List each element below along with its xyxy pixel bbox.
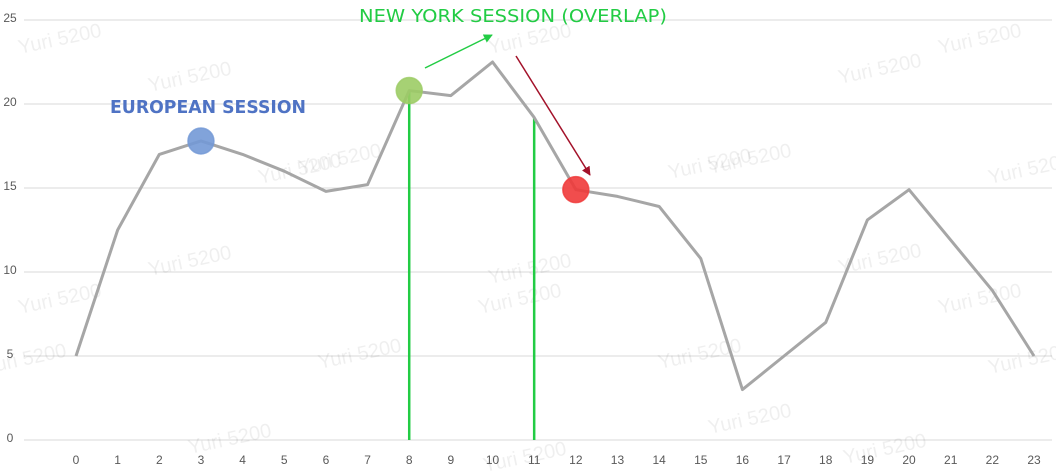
x-tick-label: 15 bbox=[694, 453, 708, 467]
x-tick-label: 19 bbox=[861, 453, 875, 467]
x-tick-label: 4 bbox=[239, 453, 246, 467]
x-tick-label: 12 bbox=[569, 453, 583, 467]
watermark: Yuri 5200 bbox=[296, 140, 383, 179]
watermark: Yuri 5200 bbox=[0, 340, 68, 379]
arrow bbox=[424, 34, 493, 69]
x-tick-label: 6 bbox=[323, 453, 330, 467]
watermark: Yuri 5200 bbox=[146, 242, 233, 281]
annotation: EUROPEAN SESSION bbox=[110, 97, 306, 118]
x-tick-label: 2 bbox=[156, 453, 163, 467]
watermark: Yuri 5200 bbox=[986, 150, 1056, 189]
watermark: Yuri 5200 bbox=[986, 340, 1056, 379]
watermark: Yuri 5200 bbox=[481, 438, 568, 474]
watermark: Yuri 5200 bbox=[936, 20, 1023, 59]
x-tick-label: 1 bbox=[114, 453, 121, 467]
annotation: NEW YORK SESSION (OVERLAP) bbox=[359, 6, 667, 27]
watermark: Yuri 5200 bbox=[316, 335, 403, 374]
watermark: Yuri 5200 bbox=[16, 20, 103, 59]
watermark: Yuri 5200 bbox=[936, 280, 1023, 319]
highlight-marker bbox=[187, 127, 215, 155]
watermark: Yuri 5200 bbox=[836, 240, 923, 279]
watermark: Yuri 5200 bbox=[706, 140, 793, 179]
watermark: Yuri 5200 bbox=[186, 420, 273, 459]
watermark: Yuri 5200 bbox=[836, 50, 923, 89]
x-tick-label: 17 bbox=[777, 453, 791, 467]
y-tick-label: 0 bbox=[7, 431, 14, 445]
x-tick-label: 7 bbox=[364, 453, 371, 467]
y-tick-label: 10 bbox=[3, 263, 17, 277]
x-tick-label: 9 bbox=[448, 453, 455, 467]
y-tick-label: 15 bbox=[3, 179, 17, 193]
x-tick-label: 22 bbox=[986, 453, 1000, 467]
y-tick-label: 20 bbox=[3, 95, 17, 109]
x-tick-label: 0 bbox=[73, 453, 80, 467]
x-tick-label: 11 bbox=[528, 453, 541, 467]
x-tick-label: 23 bbox=[1027, 453, 1041, 467]
highlight-marker bbox=[562, 175, 590, 204]
y-tick-label: 25 bbox=[3, 11, 17, 25]
highlight-marker bbox=[395, 76, 423, 105]
x-tick-label: 10 bbox=[486, 453, 500, 467]
x-tick-label: 5 bbox=[281, 453, 288, 467]
x-tick-label: 14 bbox=[652, 453, 666, 467]
y-tick-label: 5 bbox=[7, 347, 14, 361]
x-tick-label: 16 bbox=[736, 453, 750, 467]
x-tick-label: 3 bbox=[198, 453, 205, 467]
x-tick-label: 18 bbox=[819, 453, 833, 467]
x-tick-label: 13 bbox=[611, 453, 625, 467]
series-line bbox=[74, 60, 1036, 392]
x-tick-label: 20 bbox=[902, 453, 916, 467]
x-tick-label: 8 bbox=[406, 453, 413, 467]
arrow bbox=[515, 55, 591, 176]
watermark: Yuri 5200 bbox=[486, 250, 573, 289]
x-tick-label: 21 bbox=[944, 453, 958, 467]
watermark: Yuri 5200 bbox=[706, 400, 793, 439]
watermark: Yuri 5200 bbox=[146, 58, 233, 97]
